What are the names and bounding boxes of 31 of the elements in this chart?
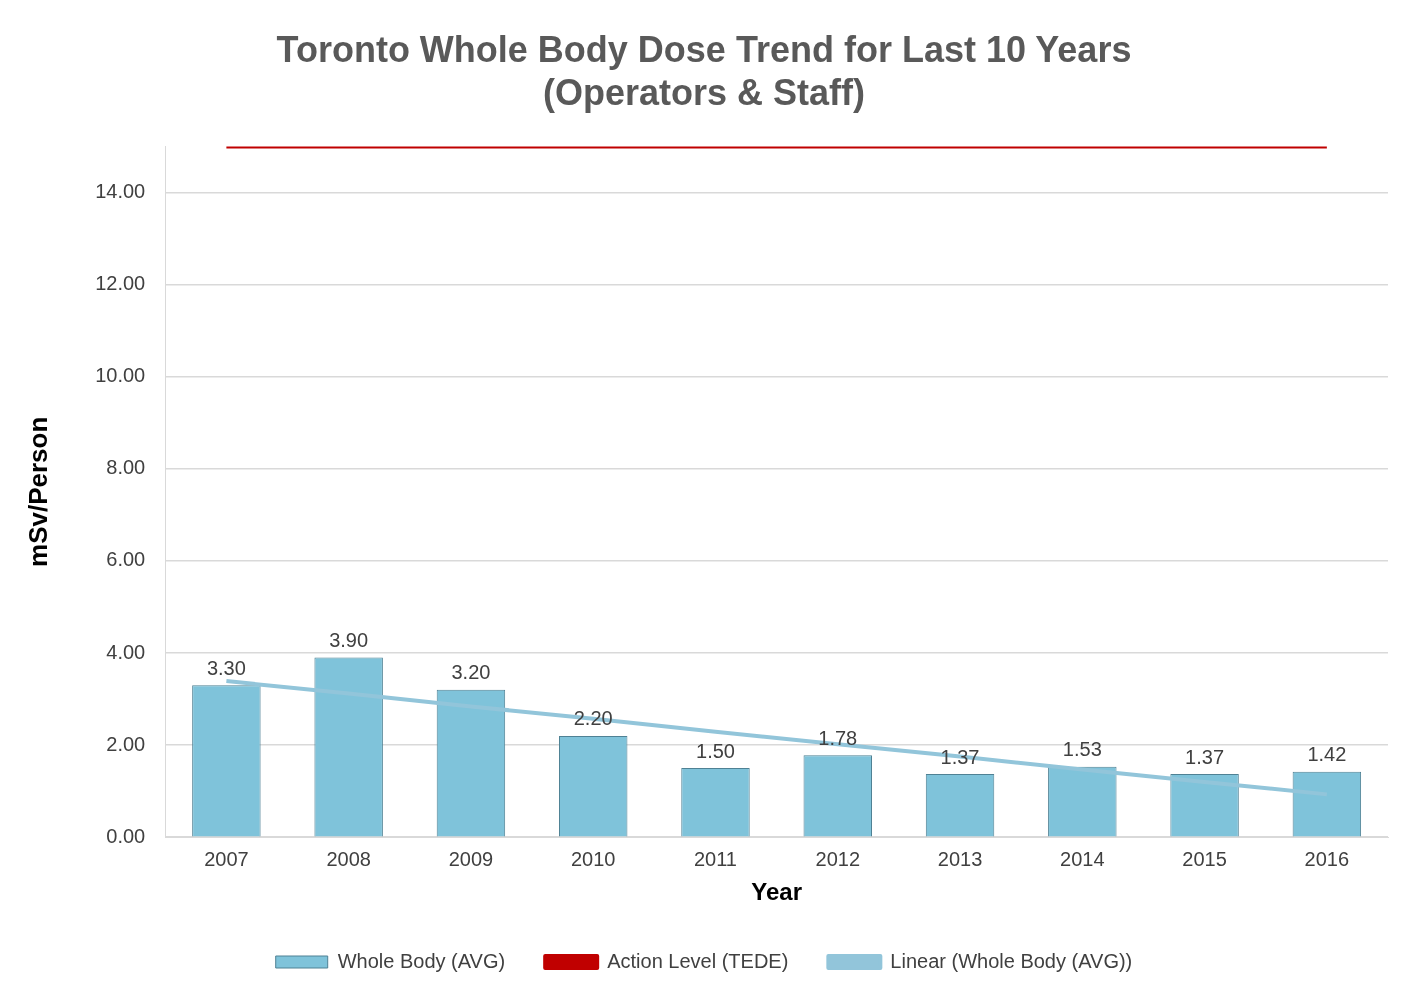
x-tick-label: 2012 xyxy=(815,847,861,870)
data-label: 3.30 xyxy=(206,656,246,679)
y-tick-label: 6.00 xyxy=(106,548,146,571)
y-tick-label: 8.00 xyxy=(106,456,146,479)
y-tick-label: 10.00 xyxy=(95,364,146,387)
x-tick-label: 2010 xyxy=(570,847,616,870)
x-tick-label: 2008 xyxy=(326,847,371,870)
data-label: 1.42 xyxy=(1307,743,1347,766)
legend-label: Action Level (TEDE) xyxy=(607,949,789,972)
x-axis-title: Year xyxy=(751,878,802,906)
legend-label: Whole Body (AVG) xyxy=(337,949,506,972)
y-tick-label: 0.00 xyxy=(106,824,146,847)
data-label: 1.53 xyxy=(1062,738,1102,761)
data-label: 1.50 xyxy=(696,739,735,762)
x-tick-label: 2013 xyxy=(937,847,983,870)
y-tick-label: 4.00 xyxy=(106,640,146,663)
legend-label: Linear (Whole Body (AVG)) xyxy=(890,949,1133,972)
x-tick-label: 2014 xyxy=(1060,847,1105,870)
y-tick-label: 12.00 xyxy=(95,272,146,295)
chart-title: Toronto Whole Body Dose Trend for Last 10 Years (Operators & Staff) xyxy=(276,28,1132,113)
y-tick-label: 14.00 xyxy=(95,179,146,202)
x-tick-label: 2007 xyxy=(204,847,249,870)
y-tick-label: 2.00 xyxy=(106,732,146,755)
x-tick-label: 2011 xyxy=(693,847,737,870)
y-axis-title: mSv/Person xyxy=(22,416,53,567)
x-tick-label: 2015 xyxy=(1182,847,1227,870)
data-label: 3.20 xyxy=(451,661,491,684)
data-label: 3.90 xyxy=(329,629,369,652)
data-label: 1.37 xyxy=(1185,745,1225,768)
x-tick-label: 2016 xyxy=(1304,847,1350,870)
x-tick-label: 2009 xyxy=(448,847,494,870)
